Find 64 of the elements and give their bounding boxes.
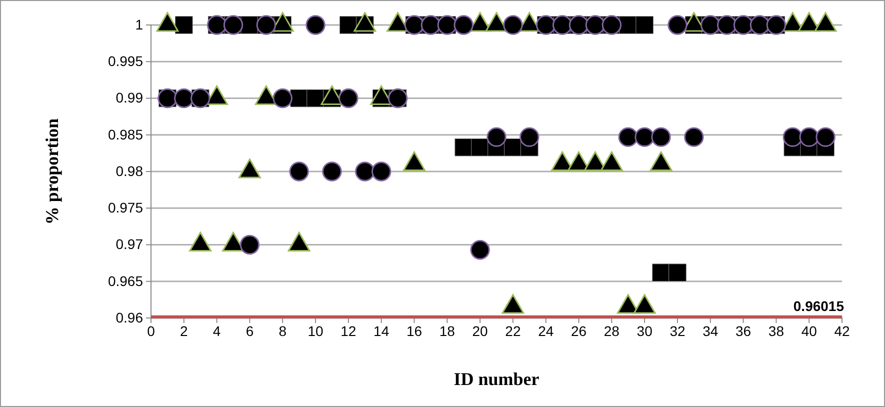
point <box>371 162 392 182</box>
point <box>652 264 670 282</box>
x-tick-label: 40 <box>801 322 818 339</box>
y-tick-label: 0.99 <box>116 90 144 106</box>
x-tick-label: 12 <box>340 322 356 339</box>
point <box>668 264 686 282</box>
x-tick-label: 10 <box>308 322 324 339</box>
point <box>816 127 836 147</box>
point <box>454 138 473 156</box>
point <box>338 88 358 108</box>
point <box>240 234 260 255</box>
x-tick-label: 22 <box>505 322 521 339</box>
point <box>289 162 309 182</box>
point <box>503 15 523 35</box>
x-tick-label: 2 <box>180 322 188 339</box>
y-tick-label: 0.965 <box>108 272 144 289</box>
x-tick-label: 16 <box>406 322 422 339</box>
y-tick-label: 0.97 <box>116 236 144 252</box>
point <box>634 127 654 147</box>
x-tick-label: 18 <box>439 322 456 339</box>
point <box>340 16 358 34</box>
x-tick-label: 36 <box>735 322 752 339</box>
point <box>799 127 819 147</box>
point <box>684 127 704 147</box>
x-tick-label: 30 <box>636 322 653 339</box>
point <box>782 127 802 147</box>
x-tick-label: 4 <box>212 322 221 339</box>
point <box>454 15 474 35</box>
point <box>174 16 193 34</box>
point <box>636 16 654 34</box>
y-tick-label: 1 <box>135 16 144 32</box>
ref-line-label: 0.96015 <box>793 298 844 314</box>
point <box>504 138 522 156</box>
point <box>486 127 506 147</box>
x-tick-label: 8 <box>278 322 287 339</box>
point <box>651 127 671 147</box>
y-axis-title: % proportion <box>42 118 62 225</box>
x-tick-label: 34 <box>702 322 718 339</box>
x-tick-label: 32 <box>670 322 686 339</box>
point <box>306 15 326 35</box>
point <box>668 15 688 35</box>
point <box>322 162 342 182</box>
x-tick-label: 24 <box>538 322 554 339</box>
x-tick-label: 6 <box>246 322 254 339</box>
point <box>355 162 375 182</box>
x-tick-label: 28 <box>604 322 620 339</box>
y-tick-label: 0.995 <box>108 53 144 70</box>
point <box>471 138 489 156</box>
x-tick-label: 14 <box>374 322 390 339</box>
y-tick-label: 0.96 <box>116 309 144 326</box>
point <box>174 88 194 108</box>
x-tick-label: 38 <box>768 322 784 339</box>
point <box>470 240 490 260</box>
x-tick-label: 20 <box>472 322 488 339</box>
x-axis-title: ID number <box>454 369 540 389</box>
x-tick-label: 0 <box>147 322 156 339</box>
x-tick-label: 42 <box>834 322 850 339</box>
point <box>520 127 540 147</box>
y-tick-label: 0.985 <box>108 126 144 142</box>
point <box>272 88 292 108</box>
y-tick-label: 0.975 <box>108 200 144 216</box>
point <box>618 127 638 147</box>
x-tick-label: 26 <box>570 322 587 339</box>
y-tick-label: 0.98 <box>116 162 144 179</box>
